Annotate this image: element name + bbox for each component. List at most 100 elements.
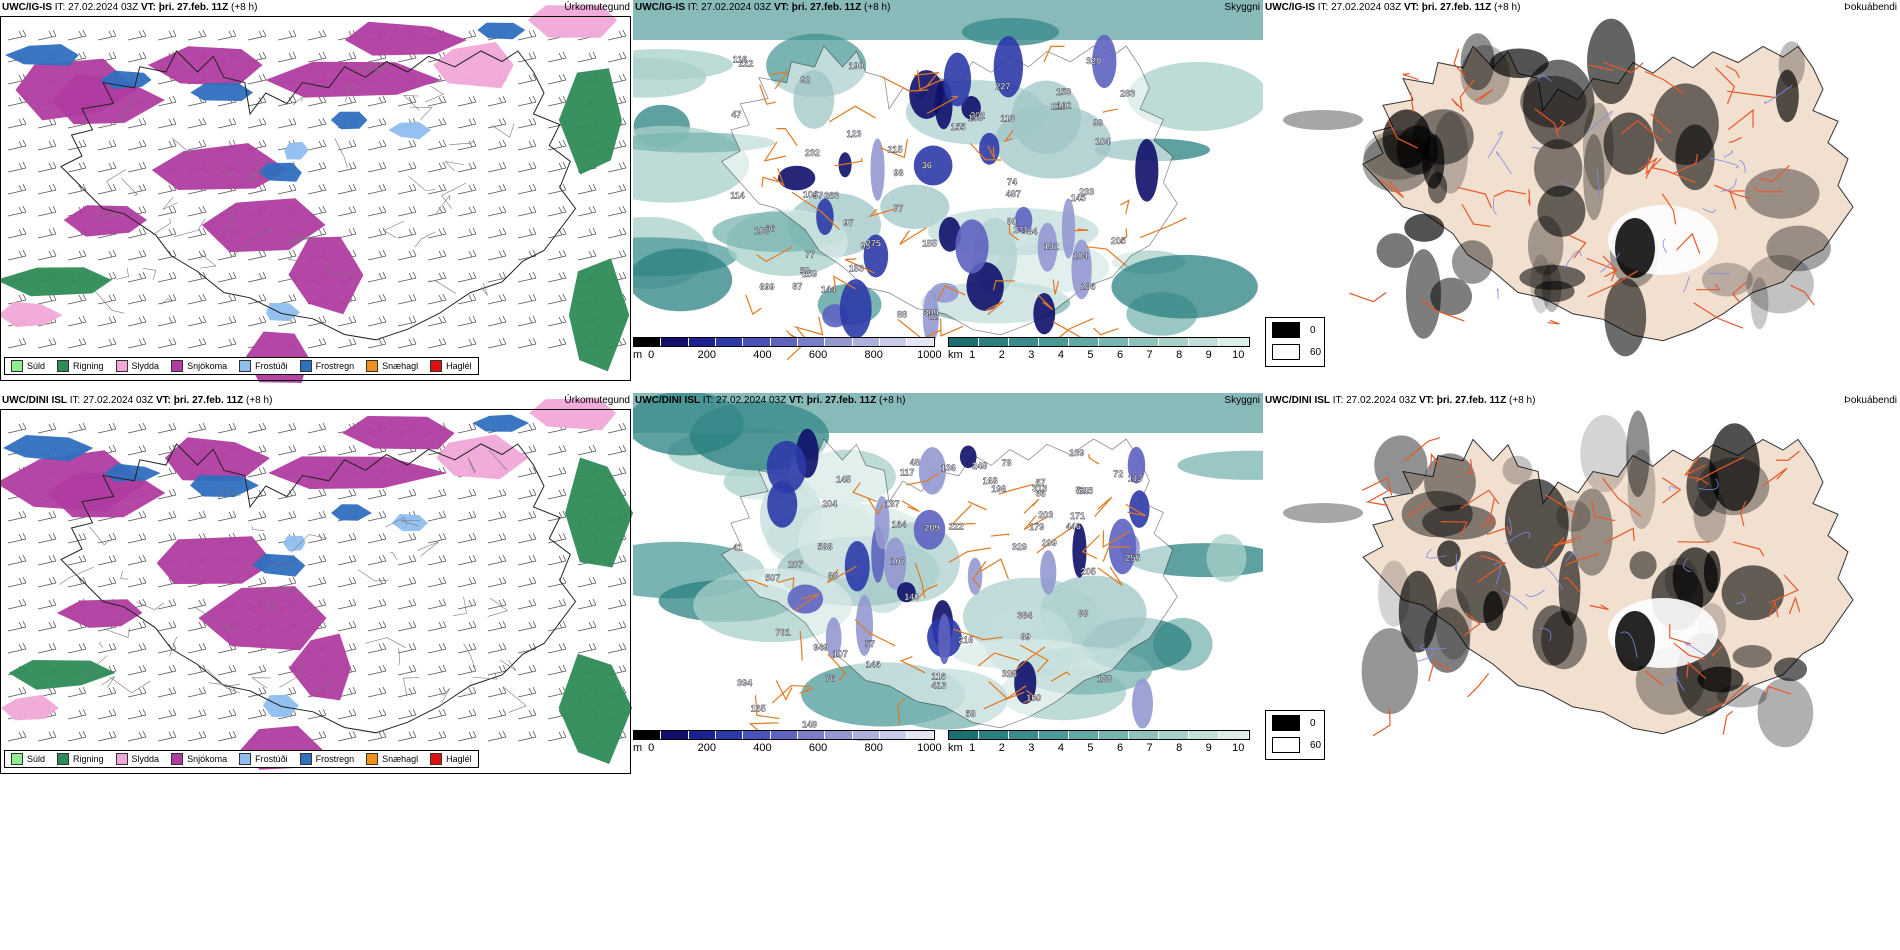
wind-barb: [457, 620, 477, 632]
wind-barb: [157, 271, 177, 283]
road-line: [334, 137, 348, 168]
wind-barb: [397, 686, 417, 698]
wind-barb: [7, 576, 27, 588]
wind-barb: [127, 117, 147, 129]
colorbar-tick: 10: [1232, 742, 1245, 754]
visibility-value-label: 113: [1000, 113, 1015, 123]
wind-barb: [427, 708, 447, 720]
wind-barb: [367, 117, 387, 129]
wind-barb: [187, 708, 207, 720]
road-line: [1604, 527, 1635, 544]
visibility-value-label: 95: [860, 241, 870, 251]
colorbar-cell: [1099, 338, 1130, 346]
precip-area: [388, 121, 432, 140]
cloud-base-area: [896, 582, 916, 603]
road-line: [1365, 488, 1392, 506]
legend-label: Snæhagl: [382, 361, 419, 371]
visibility-value-label: 88: [897, 310, 907, 320]
wind-barb: [37, 620, 57, 632]
road-line: [428, 280, 457, 294]
road-line: [1544, 537, 1565, 562]
road-line: [220, 165, 233, 178]
fog-index-area: [1361, 628, 1419, 715]
wind-barb: [127, 664, 147, 676]
river-line: [1682, 276, 1690, 293]
wind-barb: [457, 422, 477, 434]
wind-barb: [247, 466, 267, 478]
wind-barb: [487, 315, 507, 327]
colorbar-cell: [1069, 338, 1100, 346]
wind-barb: [247, 117, 267, 129]
road-line: [1487, 517, 1496, 526]
wind-barb: [37, 532, 57, 544]
legend-label: Rigning: [73, 361, 104, 371]
visibility-value-label: 231: [1013, 225, 1028, 235]
wind-barb: [517, 337, 537, 349]
wind-barb: [7, 620, 27, 632]
river-line: [1708, 272, 1731, 275]
wind-barb: [457, 576, 477, 588]
precip-panel: Súld Rigning Slydda Snjókoma Frostúði Frostre…: [0, 0, 633, 385]
road-line: [252, 526, 265, 532]
visibility-value-label: 487: [1006, 189, 1021, 199]
wind-barb: [307, 227, 327, 239]
river-line: [1495, 151, 1512, 175]
wind-barb: [97, 686, 117, 698]
colorbar-tick: 400: [753, 742, 772, 754]
visibility-value-label: 99: [1093, 118, 1103, 128]
wind-barb: [97, 337, 117, 349]
visibility-value-label: 78: [1001, 458, 1011, 468]
wind-barb: [547, 642, 567, 654]
road-line: [867, 498, 884, 516]
wind-barb: [67, 183, 87, 195]
wind-barb: [367, 730, 387, 742]
wind-barb: [7, 183, 27, 195]
fog-index-area: [1721, 565, 1785, 621]
wind-barb: [67, 642, 87, 654]
road-line: [285, 238, 308, 243]
visibility-value-label: 153: [1056, 87, 1071, 97]
river-line: [1673, 668, 1685, 691]
road-line: [1420, 298, 1465, 322]
road-line: [389, 551, 398, 560]
wind-barb: [457, 488, 477, 500]
wind-barb: [7, 730, 27, 742]
wind-barb: [187, 271, 207, 283]
road-line: [291, 534, 328, 553]
road-line: [759, 84, 776, 105]
visibility-value-label: 222: [738, 59, 753, 69]
precip-area: [527, 5, 618, 38]
valid-time: þri. 27.feb. 11Z: [158, 2, 229, 13]
colorbar-cell: [879, 338, 908, 346]
wind-barb: [37, 554, 57, 566]
wind-barb: [367, 532, 387, 544]
wind-barb: [307, 139, 327, 151]
road-line: [880, 139, 908, 159]
road-line: [1430, 452, 1440, 469]
model-name: UWC/IG-IS: [635, 2, 685, 13]
visibility-value-label: 77: [893, 204, 903, 214]
cloud-base-area: [938, 216, 962, 252]
wind-barb: [157, 227, 177, 239]
fog-index-area: [1519, 265, 1586, 290]
visibility-value-label: 86: [1036, 488, 1046, 498]
precip-area: [258, 162, 302, 182]
precip-area: [288, 633, 351, 701]
colorbar-tick: 3: [1028, 742, 1035, 754]
wind-barb: [457, 95, 477, 107]
wind-barb: [487, 554, 507, 566]
road-line: [1093, 327, 1119, 336]
colorbar-tick: 7: [1146, 742, 1153, 754]
fog-index-area: [1532, 605, 1574, 666]
wind-barb: [607, 642, 627, 654]
road-line: [291, 234, 315, 241]
road-line: [434, 194, 451, 215]
road-line: [1696, 456, 1744, 482]
visibility-value-label: 283: [1120, 88, 1135, 98]
colorbar-cell: [797, 338, 826, 346]
wind-barb: [337, 730, 357, 742]
wind-barb: [157, 664, 177, 676]
model-name: UWC/DINI ISL: [635, 395, 700, 406]
visibility-value-label: 76: [825, 674, 835, 684]
visibility-value-label: 150: [968, 113, 983, 123]
